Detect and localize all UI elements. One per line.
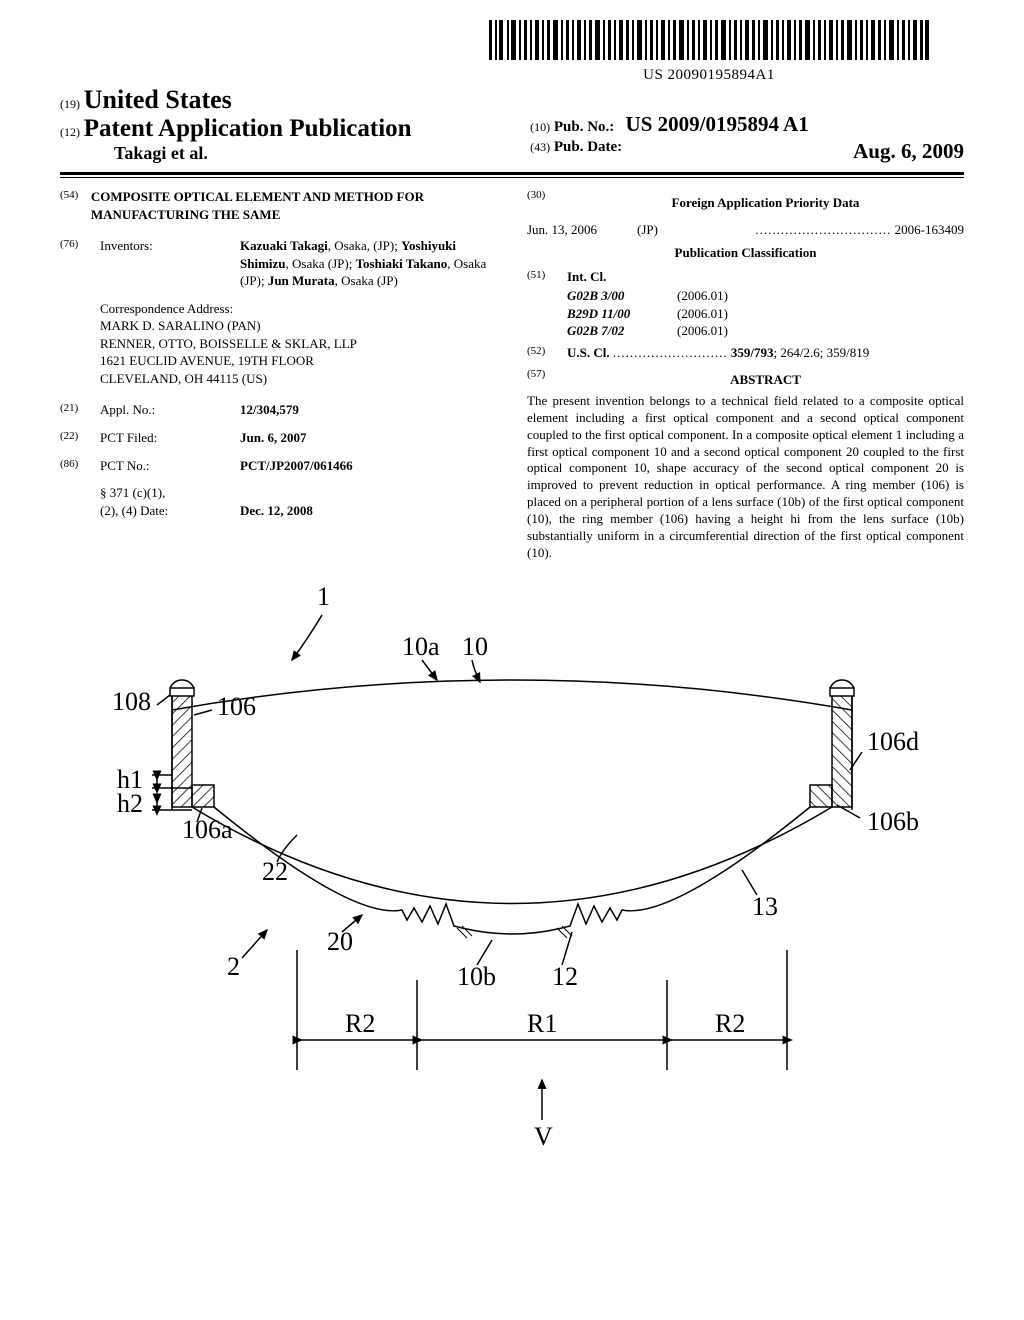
intcl-row-2: G02B 7/02(2006.01) — [567, 322, 964, 340]
pubno-line: (10) Pub. No.: US 2009/0195894 A1 — [530, 112, 964, 137]
svg-text:2: 2 — [227, 952, 240, 981]
uscl-label: U.S. Cl. — [567, 345, 610, 360]
svg-text:106a: 106a — [182, 815, 233, 844]
svg-text:R1: R1 — [527, 1009, 557, 1038]
s371-value: Dec. 12, 2008 — [240, 503, 313, 518]
pubno-label: Pub. No.: — [554, 119, 614, 135]
abstract-header: ABSTRACT — [567, 371, 964, 389]
svg-text:106b: 106b — [867, 807, 919, 836]
svg-text:R2: R2 — [345, 1009, 375, 1038]
abstract-text: The present invention belongs to a techn… — [527, 393, 964, 562]
corr-label: Correspondence Address: — [100, 300, 497, 318]
title-prefix: (54) — [60, 188, 91, 223]
patent-title: COMPOSITE OPTICAL ELEMENT AND METHOD FOR… — [91, 188, 497, 223]
svg-text:1: 1 — [317, 582, 330, 611]
country-prefix: (19) — [60, 97, 80, 111]
corr-line-3: CLEVELAND, OH 44115 (US) — [100, 370, 497, 388]
pctno-label: PCT No.: — [100, 457, 240, 475]
svg-text:R2: R2 — [715, 1009, 745, 1038]
applno-label: Appl. No.: — [100, 401, 240, 419]
pubdate-line: (43) Pub. Date: Aug. 6, 2009 — [530, 139, 964, 156]
left-column: (54) COMPOSITE OPTICAL ELEMENT AND METHO… — [60, 188, 497, 562]
intcl-row-0: G02B 3/00(2006.01) — [567, 287, 964, 305]
pctfiled-prefix: (22) — [60, 429, 100, 447]
corr-line-2: 1621 EUCLID AVENUE, 19TH FLOOR — [100, 352, 497, 370]
svg-text:108: 108 — [112, 687, 151, 716]
svg-text:10b: 10b — [457, 962, 496, 991]
intcl-prefix: (51) — [527, 268, 567, 286]
corr-line-0: MARK D. SARALINO (PAN) — [100, 317, 497, 335]
country-line: (19) United States — [60, 85, 494, 115]
divider-thick — [60, 172, 964, 175]
svg-text:106d: 106d — [867, 727, 919, 756]
svg-text:10: 10 — [462, 632, 488, 661]
authors-line: Takagi et al. — [114, 143, 494, 164]
pubno-value: US 2009/0195894 A1 — [626, 112, 809, 136]
pubno-prefix: (10) — [530, 120, 550, 134]
correspondence-block: Correspondence Address: MARK D. SARALINO… — [100, 300, 497, 388]
divider-thin — [60, 177, 964, 178]
svg-text:12: 12 — [552, 962, 578, 991]
inventors-prefix: (76) — [60, 237, 100, 290]
pubdate-value: Aug. 6, 2009 — [853, 139, 964, 164]
pctno-prefix: (86) — [60, 457, 100, 475]
barcode-graphic — [489, 20, 929, 60]
corr-line-1: RENNER, OTTO, BOISSELLE & SKLAR, LLP — [100, 335, 497, 353]
s371-label1: § 371 (c)(1), — [100, 484, 240, 502]
svg-text:106: 106 — [217, 692, 256, 721]
pub-type-line: (12) Patent Application Publication — [60, 115, 494, 143]
foreign-prefix: (30) — [527, 188, 567, 218]
abstract-prefix: (57) — [527, 367, 567, 393]
pctno-value: PCT/JP2007/061466 — [240, 458, 353, 473]
pubtype-value: Patent Application Publication — [84, 115, 412, 142]
patent-figure: 1 — [60, 580, 964, 1150]
inventors-value: Kazuaki Takagi, Osaka, (JP); Yoshiyuki S… — [240, 237, 497, 290]
right-column: (30) Foreign Application Priority Data J… — [527, 188, 964, 562]
svg-text:22: 22 — [262, 857, 288, 886]
barcode-number: US 20090195894A1 — [489, 67, 929, 84]
pctfiled-label: PCT Filed: — [100, 429, 240, 447]
svg-text:13: 13 — [752, 892, 778, 921]
svg-text:10a: 10a — [402, 632, 440, 661]
foreign-header: Foreign Application Priority Data — [567, 194, 964, 212]
foreign-country: (JP) — [637, 221, 687, 239]
intcl-label: Int. Cl. — [567, 269, 606, 284]
applno-prefix: (21) — [60, 401, 100, 419]
foreign-date: Jun. 13, 2006 — [527, 221, 637, 239]
svg-text:V: V — [534, 1122, 553, 1150]
pctfiled-value: Jun. 6, 2007 — [240, 430, 306, 445]
inventors-label: Inventors: — [100, 237, 240, 290]
country-name: United States — [84, 85, 232, 114]
svg-text:20: 20 — [327, 927, 353, 956]
barcode-block: US 20090195894A1 — [489, 20, 929, 84]
s371-label2: (2), (4) Date: — [100, 502, 240, 520]
applno-value: 12/304,579 — [240, 402, 299, 417]
pubtype-prefix: (12) — [60, 125, 80, 139]
pubdate-prefix: (43) — [530, 140, 550, 154]
intcl-row-1: B29D 11/00(2006.01) — [567, 305, 964, 323]
pubclass-header: Publication Classification — [527, 244, 964, 262]
uscl-prefix: (52) — [527, 344, 567, 362]
pubdate-label: Pub. Date: — [554, 139, 622, 155]
foreign-number: ................................ 2006-16… — [687, 221, 964, 239]
svg-text:h2: h2 — [117, 789, 143, 818]
